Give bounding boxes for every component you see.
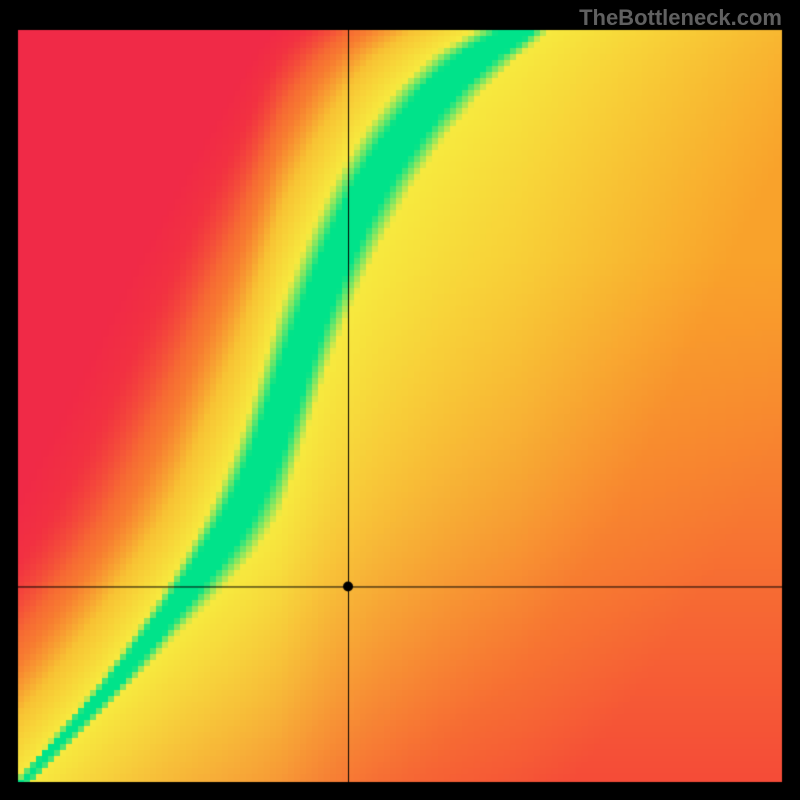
chart-container: TheBottleneck.com bbox=[0, 0, 800, 800]
heatmap-canvas bbox=[0, 0, 800, 800]
watermark-text: TheBottleneck.com bbox=[579, 5, 782, 31]
